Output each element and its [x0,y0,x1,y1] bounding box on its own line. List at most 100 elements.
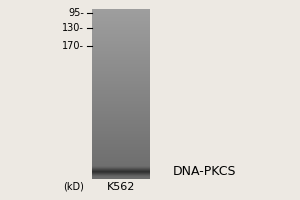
Bar [92,21,150,22]
Bar [92,28,150,29]
Bar [92,62,150,63]
Text: 170-: 170- [62,41,84,51]
Bar [92,74,150,75]
Bar [92,46,150,47]
Bar [92,31,150,32]
Bar [92,166,150,167]
Bar [92,101,150,102]
Bar [92,126,150,127]
Bar [92,48,150,49]
Bar [92,23,150,24]
Bar [92,53,150,54]
Bar [92,88,150,89]
Bar [92,71,150,72]
Bar [92,174,150,175]
Text: 95-: 95- [68,8,84,18]
Bar [92,168,150,169]
Bar [92,51,150,52]
Bar [92,38,150,39]
Bar [92,93,150,94]
Bar [92,114,150,115]
Bar [92,169,150,170]
Bar [92,41,150,42]
Bar [92,166,150,167]
Bar [92,149,150,150]
Bar [92,82,150,83]
Bar [92,35,150,36]
Bar [92,145,150,146]
Bar [92,18,150,19]
Bar [92,133,150,134]
Bar [92,170,150,171]
Bar [92,73,150,74]
Bar [92,22,150,23]
Bar [92,142,150,143]
Bar [92,87,150,88]
Bar [92,159,150,160]
Bar [92,75,150,76]
Bar [92,123,150,124]
Bar [92,140,150,141]
Bar [92,19,150,20]
Bar [92,98,150,99]
Bar [92,65,150,66]
Bar [92,52,150,53]
Bar [92,24,150,25]
Bar [92,11,150,12]
Bar [92,134,150,135]
Bar [92,144,150,145]
Bar [92,128,150,129]
Bar [92,91,150,92]
Bar [92,78,150,79]
Bar [92,89,150,90]
Bar [92,130,150,131]
Bar [92,32,150,33]
Bar [92,40,150,41]
Bar [92,173,150,174]
Bar [92,49,150,50]
Bar [92,177,150,178]
Bar [92,165,150,166]
Bar [92,139,150,140]
Bar [92,83,150,84]
Bar [92,71,150,72]
Bar [92,10,150,11]
Bar [92,9,150,10]
Bar [92,170,150,171]
Bar [92,153,150,154]
Bar [92,25,150,26]
Bar [92,178,150,179]
Bar [92,49,150,50]
Bar [92,90,150,91]
Bar [92,68,150,69]
Bar [92,173,150,174]
Bar [92,103,150,104]
Bar [92,108,150,109]
Bar [92,104,150,105]
Bar [92,151,150,152]
Bar [92,175,150,176]
Bar [92,96,150,97]
Bar [92,84,150,85]
Bar [92,113,150,114]
Bar [92,19,150,20]
Bar [92,119,150,120]
Bar [92,58,150,59]
Bar [92,61,150,62]
Bar [92,91,150,92]
Bar [92,175,150,176]
Bar [92,11,150,12]
Text: DNA-PKCS: DNA-PKCS [173,165,236,178]
Bar [92,37,150,38]
Bar [92,109,150,110]
Bar [92,14,150,15]
Bar [92,138,150,139]
Bar [92,75,150,76]
Bar [92,143,150,144]
Bar [92,23,150,24]
Bar [92,30,150,31]
Bar [92,155,150,156]
Bar [92,160,150,161]
Bar [92,154,150,155]
Bar [92,63,150,64]
